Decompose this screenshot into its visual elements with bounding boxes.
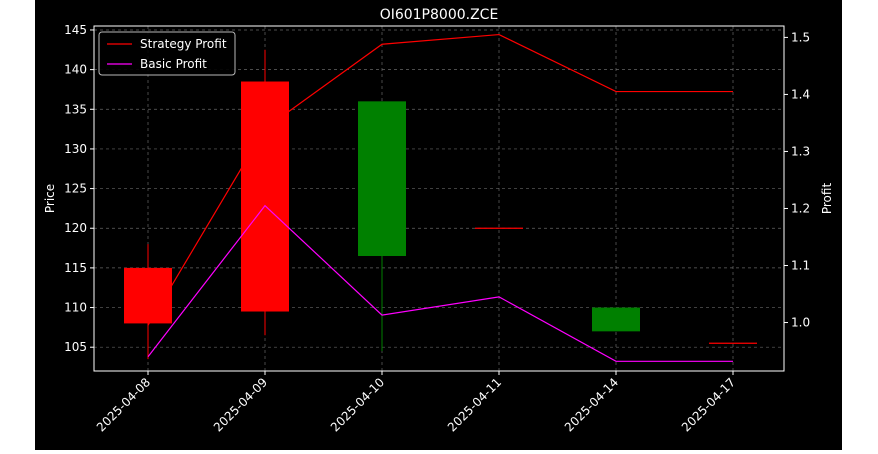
x-tick-label: 2025-04-09 <box>211 375 270 434</box>
x-tick-label: 2025-04-08 <box>94 375 153 434</box>
y-left-tick-label: 110 <box>64 301 87 315</box>
y-left-tick-label: 140 <box>64 63 87 77</box>
candle-body <box>358 101 406 257</box>
y-left-tick-label: 105 <box>64 340 87 354</box>
y-left-axis-label: Price <box>43 184 57 213</box>
legend-label: Strategy Profit <box>140 37 227 51</box>
candlestick-chart: OI601P8000.ZCE 105 110 115 120 125 130 135 140 14… <box>43 7 834 434</box>
y-right-tick-label: 1.1 <box>791 259 810 273</box>
x-tick-label: 2025-04-10 <box>328 375 387 434</box>
profit-line <box>147 204 733 362</box>
candle-body <box>592 307 640 332</box>
legend-box <box>98 31 236 76</box>
y-left-tick-label: 130 <box>64 142 87 156</box>
y-left-tick-label: 120 <box>64 221 87 235</box>
y-right-axis-label: Profit <box>820 183 834 215</box>
y-left-tick-label: 125 <box>64 182 87 196</box>
candle-body <box>124 267 172 324</box>
x-tick-label: 2025-04-11 <box>445 375 504 434</box>
y-right-tick-label: 1.2 <box>791 201 810 215</box>
y-right-tick-label: 1.5 <box>791 30 810 44</box>
y-left-tick-label: 135 <box>64 102 87 116</box>
profit-line <box>147 33 733 326</box>
y-right-tick-label: 1.3 <box>791 144 810 158</box>
chart-figure: OI601P8000.ZCE 105 110 115 120 125 130 135 140 14… <box>35 0 842 450</box>
x-tick-label: 2025-04-17 <box>679 375 738 434</box>
y-left-tick-label: 115 <box>64 261 87 275</box>
x-tick-label: 2025-04-14 <box>562 375 621 434</box>
candle-body <box>241 81 289 312</box>
y-left-tick-label: 145 <box>64 23 87 37</box>
chart-title: OI601P8000.ZCE <box>380 7 499 23</box>
y-right-tick-label: 1.0 <box>791 316 810 330</box>
y-right-tick-label: 1.4 <box>791 87 810 101</box>
plot-frame <box>93 25 785 372</box>
legend-label: Basic Profit <box>140 57 207 71</box>
